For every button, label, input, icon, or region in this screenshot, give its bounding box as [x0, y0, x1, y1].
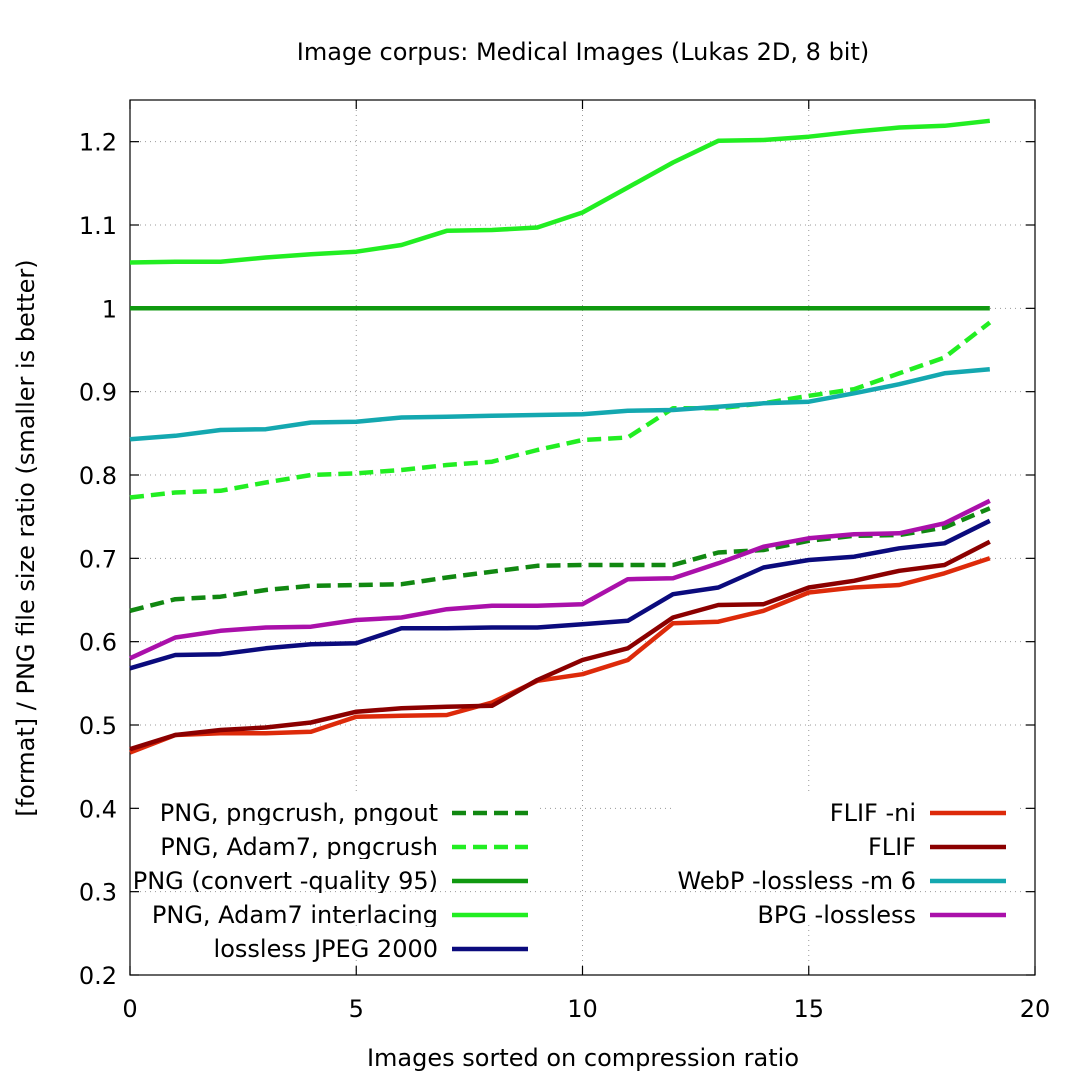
legend-label: lossless JPEG 2000 — [214, 935, 438, 963]
x-tick-label: 10 — [567, 995, 598, 1023]
legend-label: FLIF — [868, 833, 916, 861]
legend-background — [140, 791, 540, 823]
legend-background — [140, 859, 540, 891]
axis-ticks: 0 5 10 15 20 0.2 0.3 0.4 0.5 0.6 0.7 0.8 0.9 1 1.1 1.2 — [79, 100, 1050, 1023]
y-tick-label: 1.1 — [79, 212, 117, 240]
series-line — [129, 539, 991, 752]
y-axis-label: [format] / PNG file size ratio (smaller … — [12, 259, 40, 816]
legend-label: BPG -lossless — [757, 901, 916, 929]
x-tick-label: 20 — [1020, 995, 1051, 1023]
legend-label: PNG, Adam7, pngcrush — [160, 833, 438, 861]
y-tick-label: 0.9 — [79, 379, 117, 407]
series-line — [129, 518, 991, 671]
y-tick-label: 0.3 — [79, 879, 117, 907]
y-tick-label: 0.4 — [79, 795, 117, 823]
legend-background — [140, 825, 540, 857]
legend: PNG, pngcrush, pngout PNG, Adam7, pngcrus… — [133, 791, 1020, 963]
y-tick-label: 0.6 — [79, 629, 117, 657]
legend-background — [675, 893, 1020, 925]
y-tick-label: 0.7 — [79, 545, 117, 573]
y-tick-label: 1.2 — [79, 129, 117, 157]
x-tick-label: 15 — [793, 995, 824, 1023]
x-axis-label: Images sorted on compression ratio — [367, 1044, 799, 1072]
legend-background — [140, 893, 540, 925]
series-lines — [129, 118, 992, 755]
legend-label: PNG, Adam7 interlacing — [152, 901, 438, 929]
chart-title: Image corpus: Medical Images (Lukas 2D, … — [297, 38, 870, 66]
legend-label: WebP -lossless -m 6 — [678, 867, 916, 895]
y-tick-label: 1 — [102, 295, 117, 323]
y-tick-label: 0.8 — [79, 462, 117, 490]
legend-background — [675, 791, 1020, 823]
y-tick-label: 0.5 — [79, 712, 117, 740]
legend-background — [675, 825, 1020, 857]
series-line — [129, 498, 991, 661]
series-line — [129, 366, 991, 442]
x-tick-label: 5 — [349, 995, 364, 1023]
y-tick-label: 0.2 — [79, 962, 117, 990]
legend-label: FLIF -ni — [830, 799, 916, 827]
legend-background — [140, 927, 540, 959]
legend-background — [675, 859, 1020, 891]
series-line — [129, 556, 991, 755]
legend-label: PNG, pngcrush, pngout — [160, 799, 438, 827]
x-tick-label: 0 — [122, 995, 137, 1023]
legend-label: PNG (convert -quality 95) — [133, 867, 438, 895]
series-line — [129, 118, 991, 265]
